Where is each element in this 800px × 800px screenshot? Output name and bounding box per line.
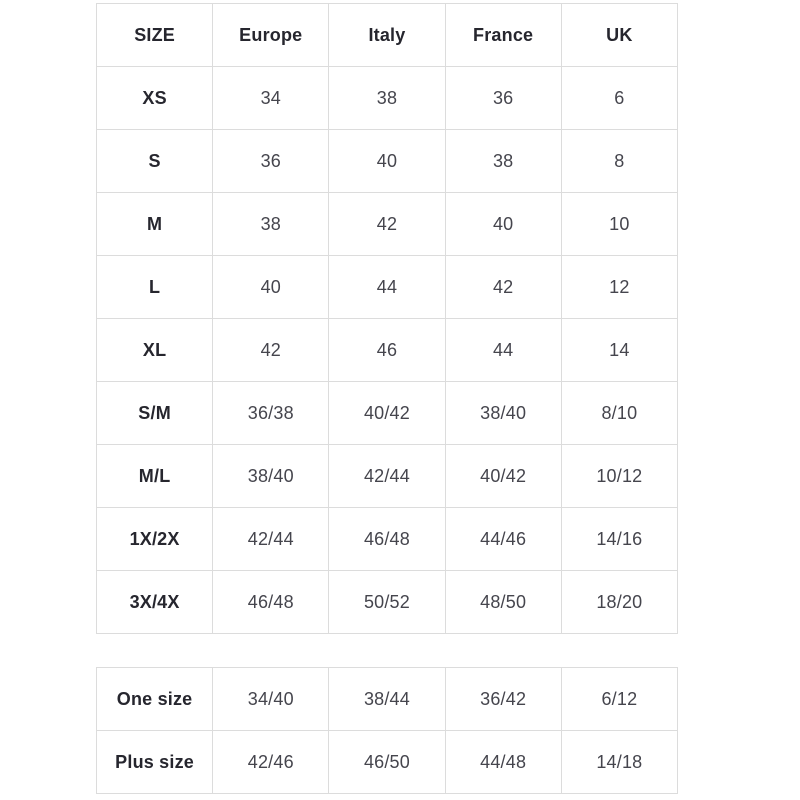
value-cell: 46/50 [328,730,446,794]
size-label-cell: M [95,192,214,256]
value-cell: 6/12 [560,667,679,731]
size-label-cell: XL [95,318,214,382]
value-cell: 46/48 [212,570,330,634]
table-row: One size 34/40 38/44 36/42 6/12 [95,667,679,731]
size-label-cell: One size [95,667,214,731]
value-cell: 40/42 [444,444,562,508]
value-cell: 14 [560,318,679,382]
value-cell: 40 [212,255,330,319]
value-cell: 40 [444,192,562,256]
table-row: L 40 44 42 12 [95,255,679,319]
value-cell: 38 [444,129,562,193]
value-cell: 42/44 [328,444,446,508]
size-label-cell: Plus size [95,730,214,794]
size-label-cell: 3X/4X [95,570,214,634]
value-cell: 44/46 [444,507,562,571]
header-row: SIZE Europe Italy France UK [95,3,679,67]
size-conversion-table: SIZE Europe Italy France UK XS 34 38 36 6 S 36 40 38 8… [95,3,679,634]
value-cell: 12 [560,255,679,319]
size-label-cell: 1X/2X [95,507,214,571]
value-cell: 42/46 [212,730,330,794]
value-cell: 8/10 [560,381,679,445]
column-header-uk: UK [560,3,679,67]
table-row: Plus size 42/46 46/50 44/48 14/18 [95,730,679,794]
table-row: XS 34 38 36 6 [95,66,679,130]
value-cell: 36/38 [212,381,330,445]
value-cell: 44 [444,318,562,382]
table-row: M 38 42 40 10 [95,192,679,256]
value-cell: 10 [560,192,679,256]
value-cell: 36/42 [444,667,562,731]
value-cell: 42 [212,318,330,382]
value-cell: 48/50 [444,570,562,634]
value-cell: 46 [328,318,446,382]
table-row: M/L 38/40 42/44 40/42 10/12 [95,444,679,508]
value-cell: 6 [560,66,679,130]
value-cell: 42 [328,192,446,256]
value-cell: 38/40 [212,444,330,508]
value-cell: 38/40 [444,381,562,445]
value-cell: 36 [212,129,330,193]
table-row: XL 42 46 44 14 [95,318,679,382]
value-cell: 40 [328,129,446,193]
size-label-cell: XS [95,66,214,130]
value-cell: 38/44 [328,667,446,731]
value-cell: 8 [560,129,679,193]
value-cell: 44 [328,255,446,319]
table-row: S/M 36/38 40/42 38/40 8/10 [95,381,679,445]
value-cell: 14/18 [560,730,679,794]
value-cell: 38 [328,66,446,130]
value-cell: 40/42 [328,381,446,445]
value-cell: 38 [212,192,330,256]
table-row: 3X/4X 46/48 50/52 48/50 18/20 [95,570,679,634]
size-label-cell: S [95,129,214,193]
size-label-cell: M/L [95,444,214,508]
value-cell: 36 [444,66,562,130]
column-header-france: France [444,3,562,67]
value-cell: 14/16 [560,507,679,571]
table-row: 1X/2X 42/44 46/48 44/46 14/16 [95,507,679,571]
table-row: S 36 40 38 8 [95,129,679,193]
column-header-europe: Europe [212,3,330,67]
value-cell: 34 [212,66,330,130]
value-cell: 50/52 [328,570,446,634]
size-label-cell: L [95,255,214,319]
column-header-size: SIZE [95,3,214,67]
value-cell: 46/48 [328,507,446,571]
value-cell: 18/20 [560,570,679,634]
value-cell: 10/12 [560,444,679,508]
value-cell: 42 [444,255,562,319]
special-sizes-table: One size 34/40 38/44 36/42 6/12 Plus size 42/4… [95,667,679,794]
value-cell: 34/40 [212,667,330,731]
value-cell: 42/44 [212,507,330,571]
size-label-cell: S/M [95,381,214,445]
column-header-italy: Italy [328,3,446,67]
value-cell: 44/48 [444,730,562,794]
